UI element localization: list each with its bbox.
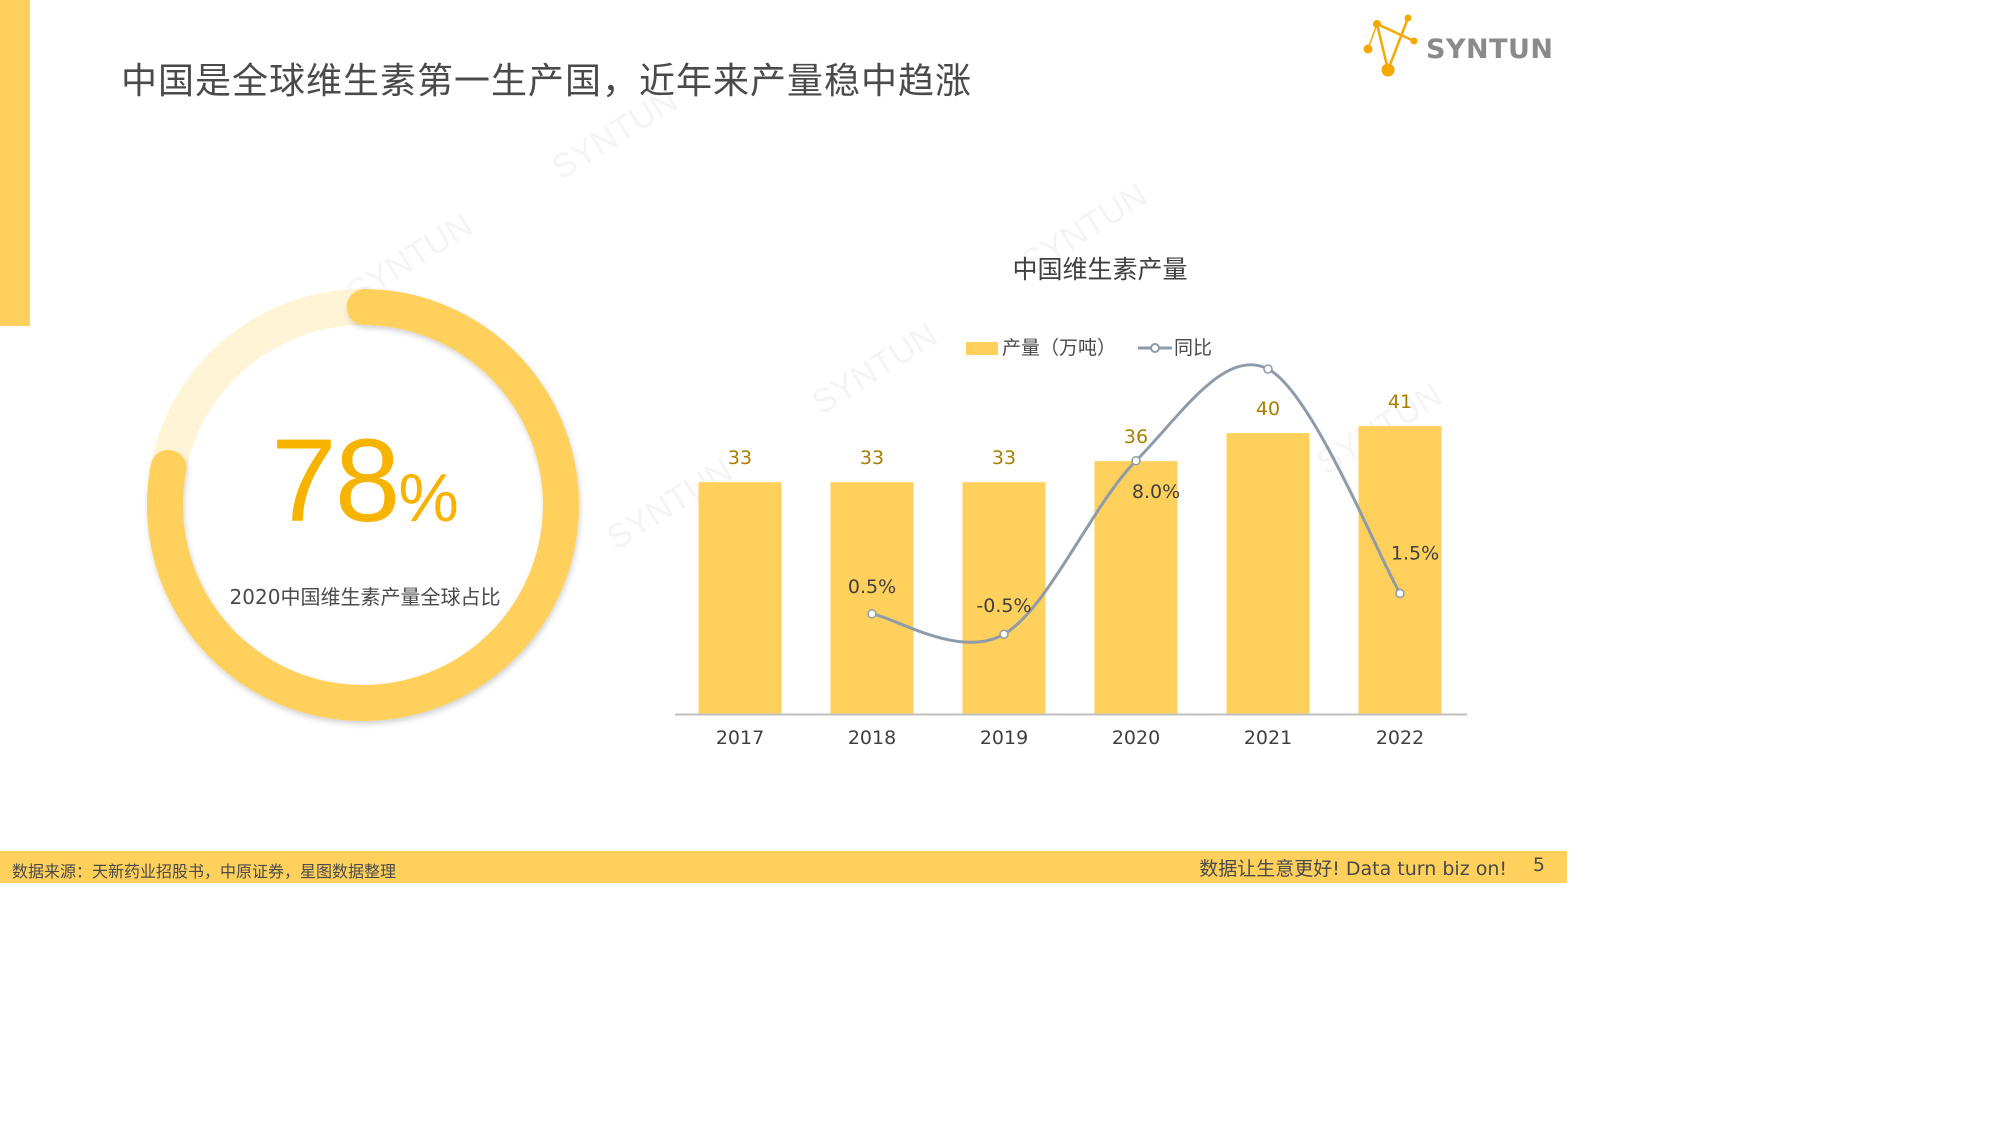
logo-text: SYNTUN: [1426, 34, 1554, 65]
bar-value-label-2019: 33: [992, 447, 1016, 469]
bar-value-label-2018: 33: [860, 447, 884, 469]
bar-value-label-2022: 41: [1388, 391, 1412, 413]
logo: SYNTUN: [1360, 14, 1553, 80]
page-number: 5: [1532, 854, 1545, 876]
donut-number: 78: [271, 415, 400, 547]
donut-value: 78%: [135, 413, 595, 549]
x-tick-label-2017: 2017: [716, 727, 764, 749]
bar-value-label-2020: 36: [1124, 426, 1148, 448]
legend-label: 产量（万吨）: [1002, 337, 1117, 359]
accent-bar: [0, 0, 30, 326]
bar-value-label-2021: 40: [1256, 398, 1280, 420]
legend-swatch-line: [1138, 343, 1172, 353]
yoy-label-2022: 1.5%: [1391, 542, 1439, 564]
bar-2021: [1226, 433, 1310, 714]
bar-2022: [1358, 426, 1442, 714]
footer-slogan: 数据让生意更好! Data turn biz on!: [1199, 858, 1507, 880]
yoy-point-2019: [999, 629, 1009, 639]
donut-chart: 78% 2020中国维生素产量全球占比: [135, 285, 595, 730]
bar-value-label-2017: 33: [728, 447, 752, 469]
yoy-label-2019: -0.5%: [976, 595, 1031, 617]
x-tick-label-2020: 2020: [1112, 727, 1160, 749]
x-tick-label-2018: 2018: [848, 727, 896, 749]
bar-2019: [962, 482, 1046, 714]
x-tick-label-2019: 2019: [980, 727, 1028, 749]
x-tick-label-2021: 2021: [1244, 727, 1292, 749]
yoy-label-2018: 0.5%: [848, 576, 896, 598]
donut-caption: 2020中国维生素产量全球占比: [229, 585, 501, 609]
legend-label: 同比: [1174, 337, 1213, 359]
page-title: 中国是全球维生素第一生产国，近年来产量稳中趋涨: [121, 61, 973, 102]
x-tick-label-2022: 2022: [1376, 727, 1424, 749]
donut-filled-arc: [147, 289, 579, 721]
bar-2017: [698, 482, 782, 714]
bar-2020: [1094, 461, 1178, 714]
chart-title: 中国维生素产量: [1012, 255, 1188, 284]
legend-swatch-bar: [966, 342, 998, 355]
footer: 数据来源：天新药业招股书，中原证券，星图数据整理 数据让生意更好! Data t…: [0, 851, 1567, 883]
yoy-point-2018: [867, 609, 877, 619]
bar-2018: [830, 482, 914, 714]
yoy-point-2022: [1395, 588, 1405, 599]
yoy-point-2020: [1131, 456, 1141, 466]
yoy-label-2020: 8.0%: [1132, 481, 1180, 503]
bar-chart: 2017 2018 2019 2020 2021 2022 33 33 33 36 40 41 0.5%…: [675, 363, 1467, 749]
syntun-network-icon: [1363, 14, 1418, 77]
footer-source: 数据来源：天新药业招股书，中原证券，星图数据整理: [12, 862, 397, 881]
yoy-point-2021: [1263, 364, 1273, 374]
donut-unit: %: [398, 460, 459, 536]
